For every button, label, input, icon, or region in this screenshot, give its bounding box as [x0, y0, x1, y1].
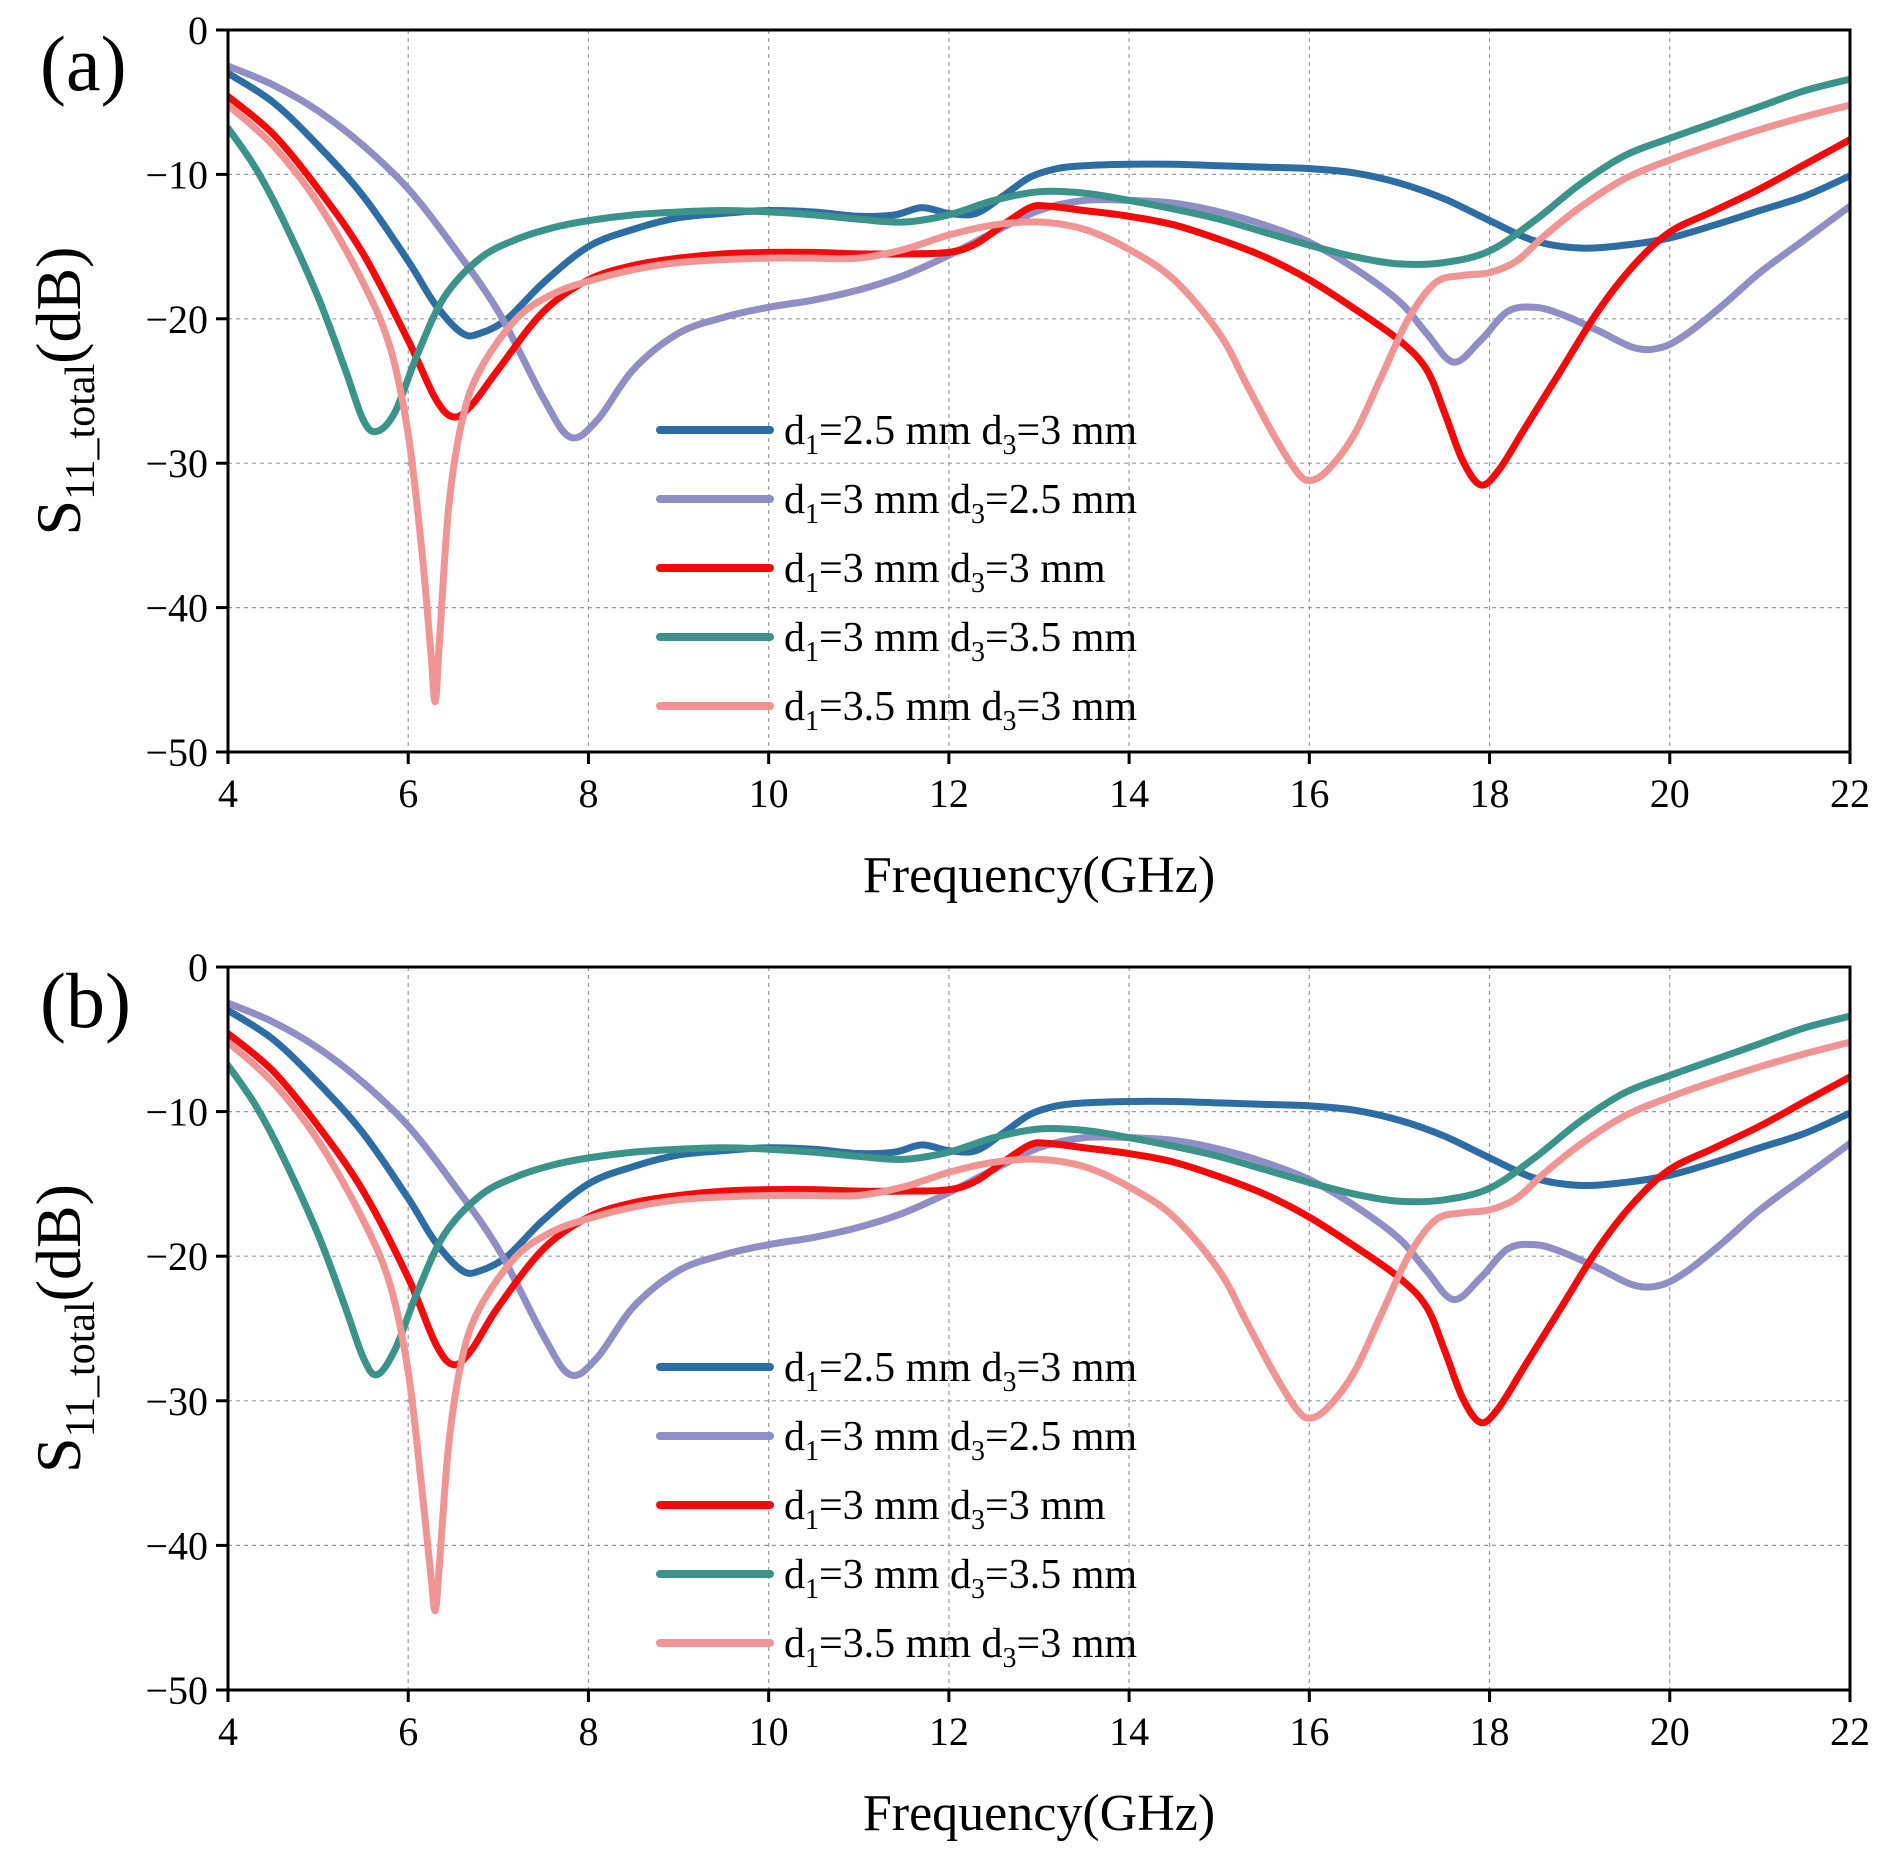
- x-tick-label: 6: [398, 1709, 418, 1754]
- x-tick-label: 16: [1289, 771, 1329, 816]
- x-tick-label: 8: [578, 771, 598, 816]
- axis-ticks: 4 6 8 10 12 14 16 18 20 22 0 −10 −20 −30 −40 −50: [145, 8, 1870, 816]
- y-axis-label: S11_total(dB): [23, 247, 104, 536]
- legend-label-1: d1=2.5 mm d3=3 mm: [784, 408, 1137, 461]
- x-tick-label: 18: [1470, 771, 1510, 816]
- legend-label-4: d1=3 mm d3=3.5 mm: [784, 1552, 1137, 1605]
- x-tick-label: 4: [218, 771, 238, 816]
- y-tick-label: −30: [145, 1379, 208, 1424]
- legend-label-2: d1=3 mm d3=2.5 mm: [784, 1414, 1137, 1467]
- x-axis-label: Frequency(GHz): [863, 1785, 1215, 1842]
- panel-label: (a): [40, 20, 127, 107]
- x-tick-label: 18: [1470, 1709, 1510, 1754]
- y-tick-label: −40: [145, 1523, 208, 1568]
- series-line-2: [228, 62, 1850, 442]
- legend-label-3: d1=3 mm d3=3 mm: [784, 1483, 1106, 1536]
- y-tick-label: −40: [145, 586, 208, 631]
- y-tick-label: 0: [188, 8, 208, 53]
- y-tick-label: −30: [145, 441, 208, 486]
- x-tick-label: 12: [929, 771, 969, 816]
- x-tick-label: 14: [1109, 1709, 1149, 1754]
- x-tick-label: 6: [398, 771, 418, 816]
- axis-ticks: 4 6 8 10 12 14 16 18 20 22 0 −10 −20 −30 −40 −50: [145, 945, 1870, 1754]
- series-line-3: [228, 1030, 1850, 1427]
- x-tick-label: 20: [1650, 1709, 1690, 1754]
- x-tick-label: 20: [1650, 771, 1690, 816]
- legend-label-3: d1=3 mm d3=3 mm: [784, 546, 1106, 599]
- legend-label-1: d1=2.5 mm d3=3 mm: [784, 1345, 1137, 1398]
- legend: d1=2.5 mm d3=3 mm d1=3 mm d3=2.5 mm d1=3 m…: [656, 408, 1137, 737]
- legend: d1=2.5 mm d3=3 mm d1=3 mm d3=2.5 mm d1=3 m…: [656, 1345, 1137, 1674]
- x-tick-label: 8: [578, 1709, 598, 1754]
- y-tick-label: −10: [145, 1090, 208, 1135]
- legend-label-5: d1=3.5 mm d3=3 mm: [784, 1621, 1137, 1674]
- y-tick-label: 0: [188, 945, 208, 990]
- chart-panel-b: 4 6 8 10 12 14 16 18 20 22 0 −10 −20 −30 −40 −50 Frequen…: [23, 945, 1870, 1842]
- plot-frame: [226, 965, 1852, 1692]
- y-tick-label: −50: [145, 730, 208, 775]
- x-tick-label: 10: [749, 771, 789, 816]
- y-axis-label: S11_total(dB): [23, 1184, 104, 1473]
- legend-label-5: d1=3.5 mm d3=3 mm: [784, 684, 1137, 737]
- series-line-5: [228, 1038, 1850, 1614]
- x-tick-label: 12: [929, 1709, 969, 1754]
- y-tick-label: −20: [145, 1234, 208, 1279]
- y-tick-label: −10: [145, 152, 208, 197]
- x-tick-label: 14: [1109, 771, 1149, 816]
- series-lines: [228, 62, 1850, 705]
- x-tick-label: 22: [1830, 771, 1870, 816]
- y-tick-label: −50: [145, 1668, 208, 1713]
- series-line-4: [228, 1012, 1850, 1379]
- x-tick-label: 22: [1830, 1709, 1870, 1754]
- x-tick-label: 4: [218, 1709, 238, 1754]
- plot-frame: [226, 28, 1852, 754]
- series-lines: [228, 999, 1850, 1614]
- chart-panel-a: 4 6 8 10 12 14 16 18 20 22 0 −10 −20 −30 −40 −50 Frequen…: [23, 8, 1870, 904]
- series-line-3: [228, 92, 1850, 489]
- y-tick-label: −20: [145, 297, 208, 342]
- series-line-2: [228, 999, 1850, 1380]
- panel-label: (b): [40, 957, 131, 1044]
- x-axis-label: Frequency(GHz): [863, 847, 1215, 904]
- series-line-5: [228, 101, 1850, 705]
- x-tick-label: 10: [749, 1709, 789, 1754]
- legend-label-2: d1=3 mm d3=2.5 mm: [784, 477, 1137, 530]
- series-line-4: [228, 75, 1850, 436]
- legend-label-4: d1=3 mm d3=3.5 mm: [784, 615, 1137, 668]
- x-tick-label: 16: [1289, 1709, 1329, 1754]
